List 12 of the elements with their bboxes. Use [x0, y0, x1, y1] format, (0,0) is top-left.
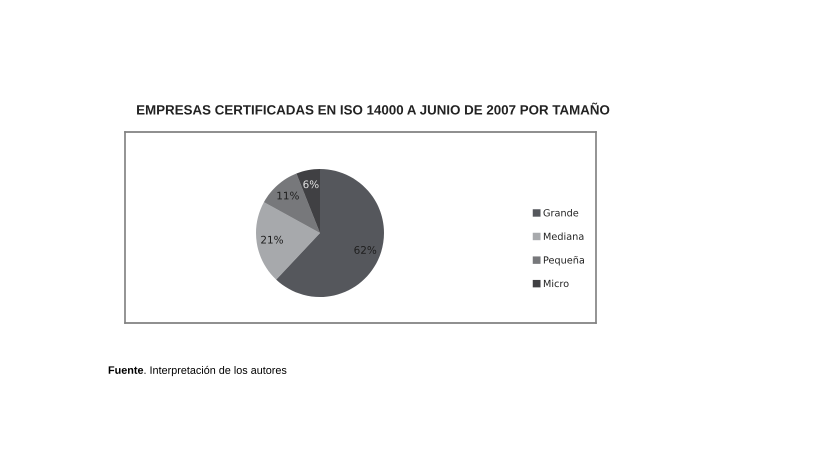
pie-slice	[264, 173, 320, 233]
data-label: 6%	[303, 180, 319, 188]
data-label: 62%	[354, 246, 376, 254]
legend-label: Pequeña	[544, 256, 584, 266]
data-label: 21%	[261, 236, 283, 244]
source-note: Fuente. Interpretación de los autores	[108, 366, 286, 376]
data-label: 11%	[277, 192, 299, 200]
legend-label: Micro	[544, 280, 569, 288]
legend-label: Mediana	[544, 232, 584, 240]
chart-title: EMPRESAS CERTIFICADAS EN ISO 14000 A JUNIO DE 2007 POR TAMAÑO	[137, 102, 610, 115]
legend-label: Grande	[544, 208, 578, 216]
pie-slice	[256, 202, 320, 280]
